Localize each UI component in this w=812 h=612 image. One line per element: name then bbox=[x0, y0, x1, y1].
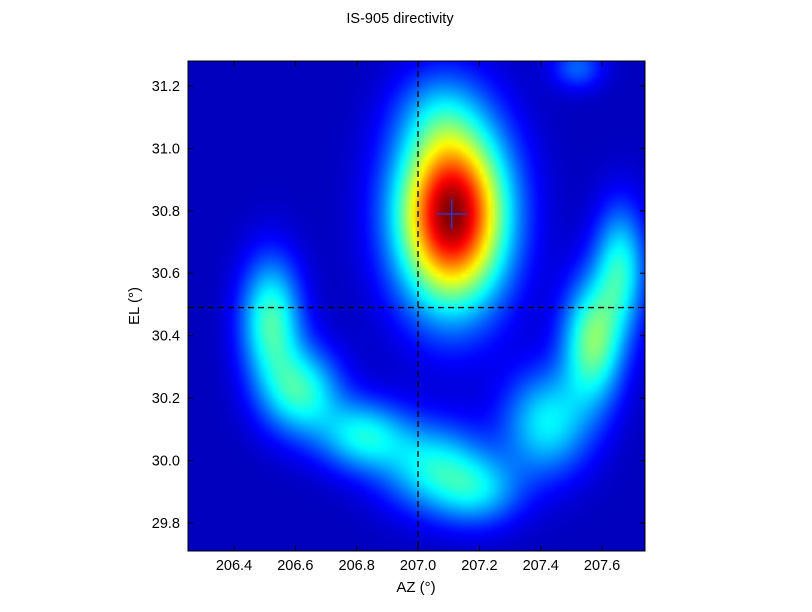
x-tick-label: 206.4 bbox=[216, 558, 252, 574]
plot-area bbox=[187, 60, 646, 552]
x-tick-label: 207.2 bbox=[461, 558, 497, 574]
heatmap-image bbox=[188, 61, 645, 551]
y-tick-label: 30.4 bbox=[152, 329, 180, 345]
y-axis: 29.8 30.0 30.2 30.4 30.6 30.8 31.0 31.2 bbox=[152, 79, 645, 532]
x-axis-label: AZ (°) bbox=[396, 579, 435, 596]
x-tick-label: 206.8 bbox=[339, 558, 375, 574]
overlay-layer bbox=[188, 61, 645, 551]
y-tick-label: 30.6 bbox=[152, 266, 180, 282]
x-tick-label: 207.0 bbox=[400, 558, 436, 574]
x-tick-label: 207.4 bbox=[523, 558, 559, 574]
chart-title: IS-905 directivity bbox=[346, 11, 454, 27]
plot-frame bbox=[187, 60, 646, 552]
y-tick-label: 31.2 bbox=[152, 79, 180, 95]
x-tick-label: 207.6 bbox=[584, 558, 620, 574]
y-tick-label: 30.8 bbox=[152, 204, 180, 220]
y-tick-label: 30.2 bbox=[152, 391, 180, 407]
y-tick-label: 31.0 bbox=[152, 141, 180, 157]
x-tick-label: 206.6 bbox=[277, 558, 313, 574]
x-axis: 206.4 206.6 206.8 207.0 207.2 207.4 207.6 bbox=[216, 61, 620, 574]
y-axis-label: EL (°) bbox=[126, 287, 143, 325]
peak-marker bbox=[436, 198, 467, 229]
y-tick-label: 29.8 bbox=[152, 516, 180, 532]
y-tick-label: 30.0 bbox=[152, 453, 180, 469]
